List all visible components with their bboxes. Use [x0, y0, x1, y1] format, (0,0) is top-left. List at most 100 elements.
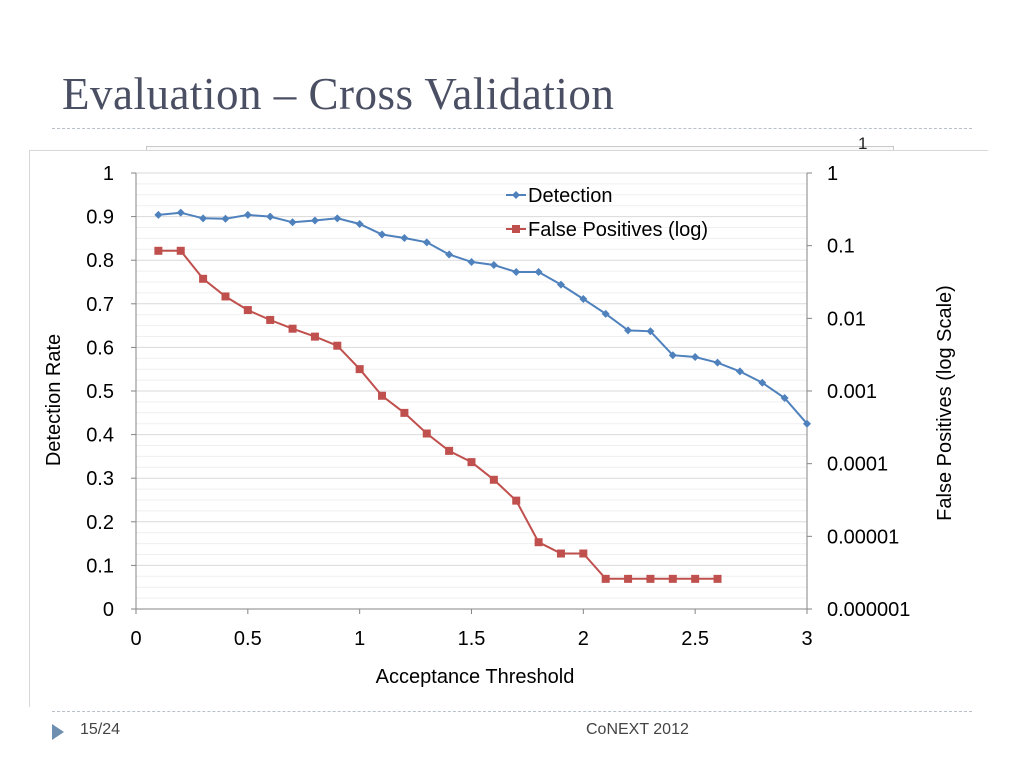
false-positives-point — [534, 538, 543, 547]
left-tick-label: 0.9 — [86, 207, 114, 229]
chart-legend: Detection False Positives (log) — [506, 185, 708, 241]
false-positives-point — [512, 496, 521, 505]
chart-frame — [29, 150, 988, 707]
false-positives-point — [422, 429, 431, 438]
false-positives-point — [400, 408, 409, 417]
detection-point — [199, 214, 208, 223]
background-chart-frame — [146, 146, 894, 153]
left-tick-label: 0.8 — [86, 250, 114, 272]
right-axis-title: False Positives (log Scale) — [934, 285, 956, 521]
x-tick-label: 1.5 — [458, 628, 486, 650]
false-positives-point — [176, 246, 185, 255]
x-tick-label: 0.5 — [234, 628, 262, 650]
detection-point — [556, 280, 565, 289]
false-positives-point — [601, 574, 610, 583]
x-tick-label: 1 — [354, 628, 365, 650]
detection-point — [780, 393, 789, 402]
left-tick-label: 0.1 — [86, 555, 114, 577]
left-tick-label: 0.6 — [86, 337, 114, 359]
detection-point — [422, 238, 431, 247]
left-tick-label: 1 — [103, 163, 114, 185]
right-tick-label: 0.001 — [827, 381, 877, 403]
false-positives-point — [691, 574, 700, 583]
detection-point — [243, 210, 252, 219]
right-tick-label: 1 — [827, 163, 838, 185]
detection-point — [534, 267, 543, 276]
detection-point — [624, 326, 633, 335]
false-positives-point — [199, 274, 208, 283]
false-positives-point — [556, 549, 565, 558]
false-positives-point — [646, 574, 655, 583]
false-positives-point — [713, 574, 722, 583]
right-tick-label: 0.1 — [827, 236, 855, 258]
axis-ticks: 0 0.1 0.2 0.3 0.4 0.5 0.6 0.7 0.8 0.9 1 0.000001 0.0… — [86, 163, 910, 650]
false-positives-point — [445, 446, 454, 455]
detection-point — [735, 367, 744, 376]
page-number: 15/24 — [80, 721, 121, 738]
series-layer — [154, 208, 811, 583]
x-tick-label: 2 — [578, 628, 589, 650]
detection-point — [489, 260, 498, 269]
left-tick-label: 0.5 — [86, 381, 114, 403]
detection-point — [378, 230, 387, 239]
false-positives-point — [221, 292, 230, 301]
left-tick-label: 0.4 — [86, 425, 114, 447]
false-positives-point — [355, 365, 364, 374]
false-positives-point — [624, 574, 633, 583]
false-positives-point — [266, 315, 275, 324]
detection-point — [758, 378, 767, 387]
detection-point — [333, 214, 342, 223]
detection-point — [512, 267, 521, 276]
footer-divider — [52, 711, 972, 712]
false-positives-point — [154, 246, 163, 255]
left-tick-label: 0.7 — [86, 294, 114, 316]
false-positives-point — [310, 332, 319, 341]
x-axis-title: Acceptance Threshold — [376, 666, 575, 688]
detection-point — [266, 212, 275, 221]
detection-point — [691, 352, 700, 361]
false-positives-point — [579, 549, 588, 558]
detection-point — [579, 295, 588, 304]
false-positives-point — [668, 574, 677, 583]
background-chart-label: 1 — [858, 134, 868, 153]
detection-point — [400, 233, 409, 242]
false-positives-point — [467, 458, 476, 467]
left-axis-title: Detection Rate — [43, 334, 65, 466]
right-tick-label: 0.000001 — [827, 599, 910, 621]
legend-detection-marker — [512, 191, 520, 199]
footer-arrow-icon — [52, 724, 64, 740]
conference-name: CoNEXT 2012 — [586, 721, 689, 738]
false-positives-point — [489, 475, 498, 484]
right-tick-label: 0.01 — [827, 308, 866, 330]
detection-series-line — [158, 211, 808, 425]
detection-point — [467, 257, 476, 266]
x-tick-label: 0 — [130, 628, 141, 650]
detection-point — [176, 208, 185, 217]
false-positives-point — [378, 391, 387, 400]
slide-title: Evaluation – Cross Validation — [62, 69, 615, 119]
legend-fp-marker — [512, 225, 520, 233]
right-tick-label: 0.0001 — [827, 454, 888, 476]
detection-point — [221, 214, 230, 223]
left-tick-label: 0.2 — [86, 512, 114, 534]
detection-point — [803, 419, 811, 428]
detection-point — [601, 309, 610, 318]
detection-point — [154, 210, 163, 219]
right-tick-label: 0.00001 — [827, 526, 899, 548]
false-positives-point — [288, 324, 297, 333]
false-positives-point — [333, 341, 342, 350]
detection-point — [646, 327, 655, 336]
x-tick-label: 2.5 — [681, 628, 709, 650]
detection-point — [713, 358, 722, 367]
left-tick-label: 0.3 — [86, 468, 114, 490]
detection-point — [355, 220, 364, 229]
left-tick-label: 0 — [103, 599, 114, 621]
detection-point — [288, 218, 297, 227]
detection-point — [445, 250, 454, 259]
detection-point — [310, 216, 319, 225]
x-tick-label: 3 — [801, 628, 812, 650]
grid-lines — [136, 172, 807, 599]
detection-point — [668, 351, 677, 360]
false-positives-point — [243, 306, 252, 315]
